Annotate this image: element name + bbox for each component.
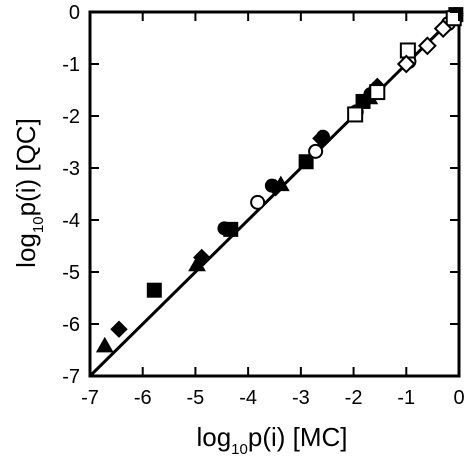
x-tick-label: -7	[81, 387, 99, 409]
data-point-diamond-filled	[193, 248, 211, 267]
x-tick-label: 0	[453, 387, 464, 409]
x-tick-label: -1	[397, 387, 415, 409]
x-tick-label: -3	[292, 387, 310, 409]
plot-area	[88, 6, 464, 378]
y-tick-label: 0	[69, 2, 80, 24]
data-point-square-open	[369, 84, 386, 101]
data-point-diamond-open	[433, 19, 453, 39]
data-point-circle-filled	[315, 129, 330, 144]
data-point-square-filled	[298, 154, 314, 170]
y-tick-label: -3	[62, 158, 80, 180]
data-point-square-filled	[146, 282, 162, 298]
data-point-circle-open	[250, 194, 266, 210]
data-point-diamond-open	[396, 54, 416, 74]
x-tick-label: -2	[345, 387, 363, 409]
data-point-diamond-filled	[110, 320, 128, 338]
y-tick-label: -7	[62, 366, 80, 388]
x-axis-title: log10p(i) [MC]	[196, 422, 347, 458]
data-point-circle-filled	[264, 178, 279, 193]
plot-frame	[88, 10, 461, 378]
data-point-triangle-filled	[95, 336, 114, 353]
data-point-square-open	[347, 106, 364, 123]
x-tick-label: -4	[239, 387, 257, 409]
x-tick-label: -5	[187, 387, 205, 409]
y-axis-title: log10p(i) [QC]	[11, 118, 47, 268]
y-tick-label: -1	[62, 54, 80, 76]
data-point-circle-open	[308, 143, 324, 159]
y-tick-label: -5	[62, 262, 80, 284]
y-tick-label: -2	[62, 106, 80, 128]
data-point-square-open	[399, 42, 416, 59]
y-tick-label: -4	[62, 210, 80, 232]
x-tick-label: -6	[134, 387, 152, 409]
data-point-diamond-open	[417, 36, 437, 56]
data-point-square-filled	[223, 221, 239, 237]
y-tick-label: -6	[62, 314, 80, 336]
axis-ticks: -7 -6 -5 -4 -3 -2 -1 0 0 -1 -2 -3 -4 -5 -6 -7	[62, 2, 464, 409]
